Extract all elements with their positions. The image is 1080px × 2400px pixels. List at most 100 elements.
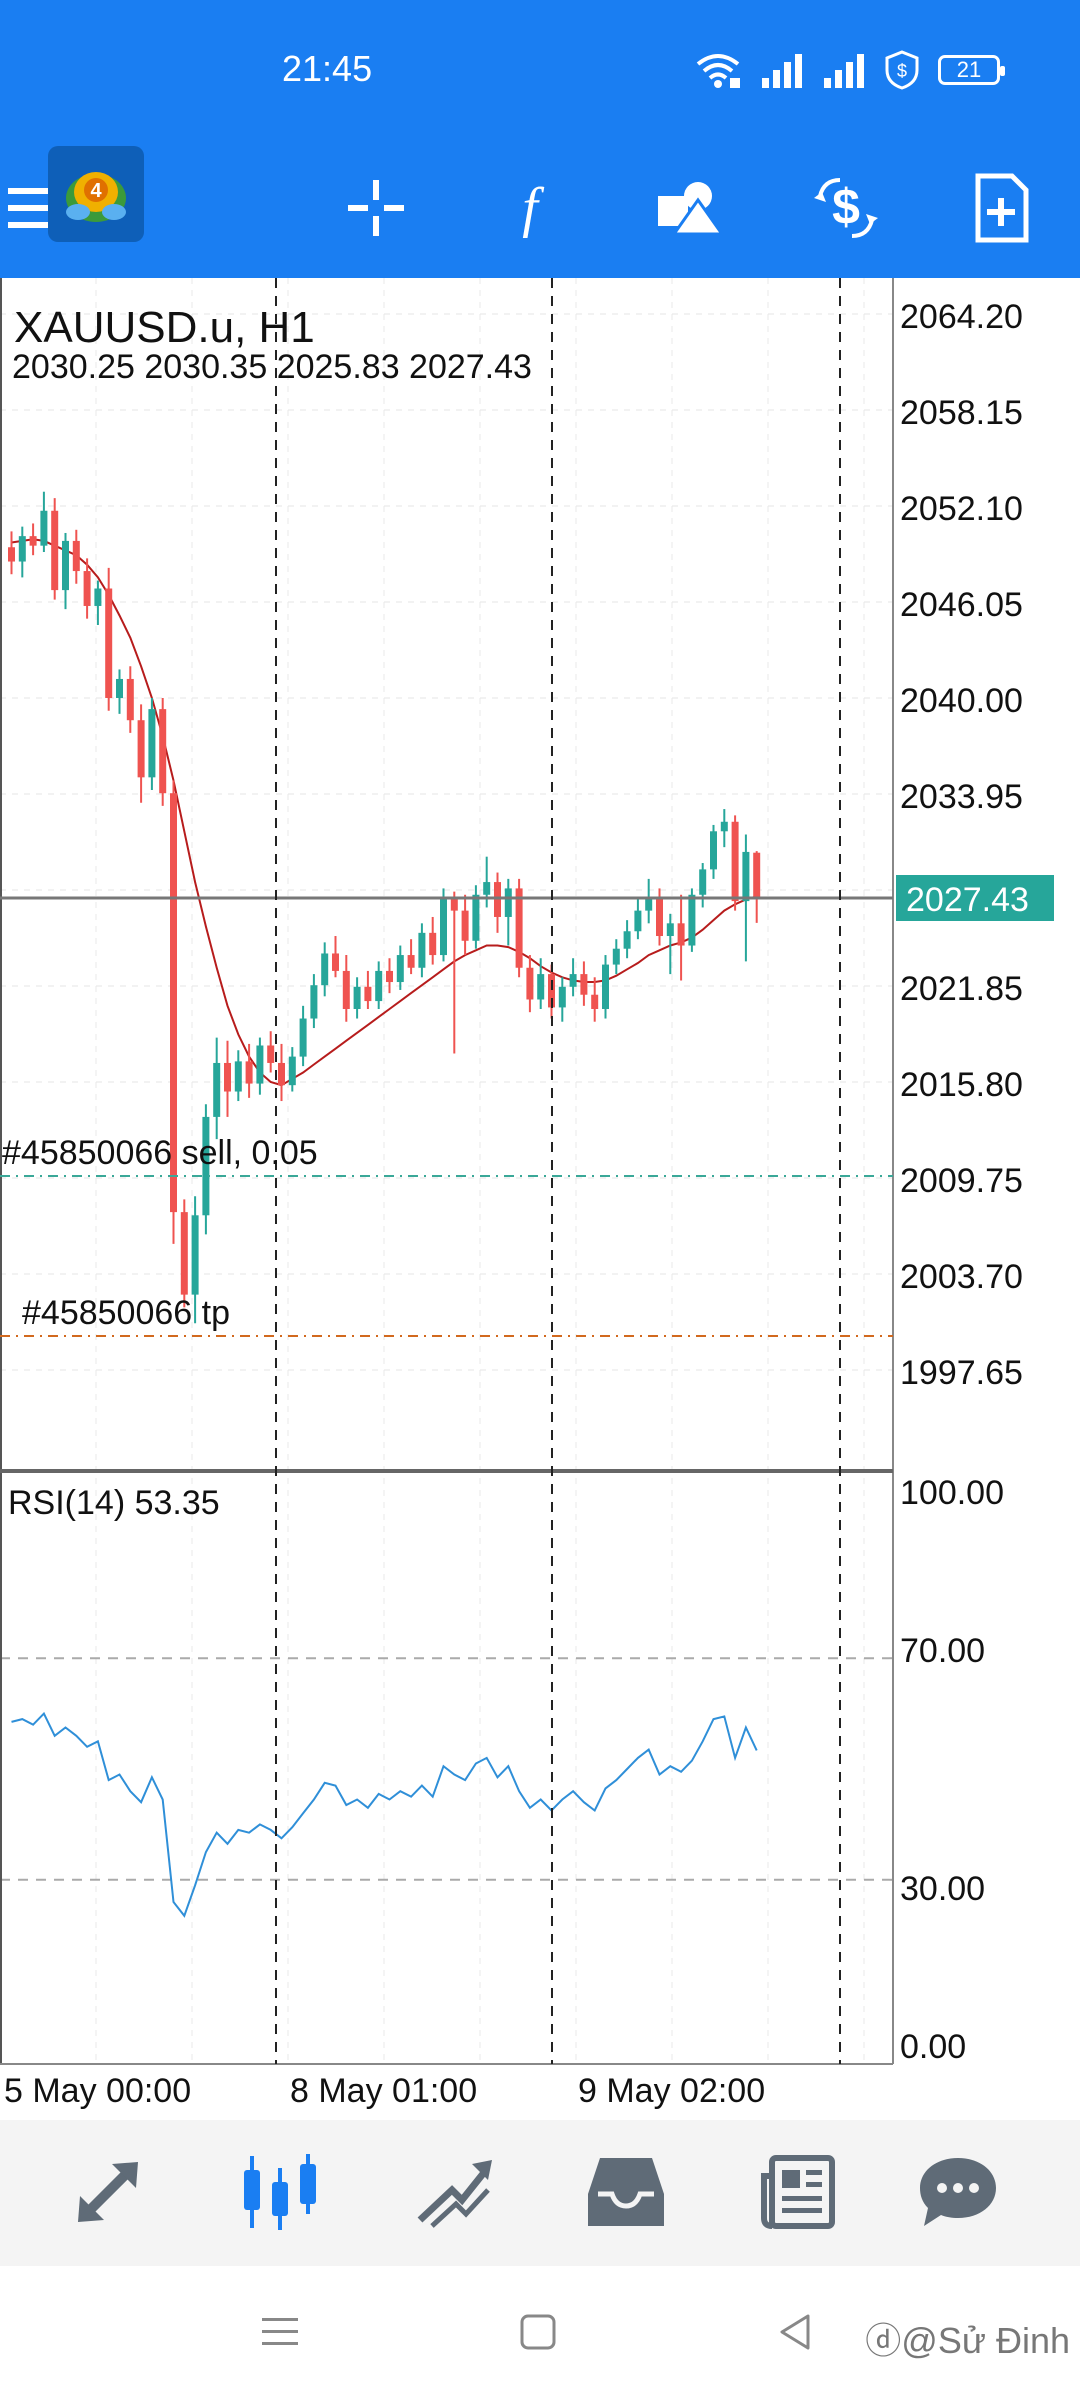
candle bbox=[126, 666, 134, 733]
candle bbox=[94, 580, 102, 626]
home-button[interactable] bbox=[508, 2302, 568, 2362]
candle bbox=[310, 974, 318, 1029]
tp-label[interactable]: #45850066 tp bbox=[22, 1294, 230, 1332]
candle bbox=[137, 704, 145, 803]
candle bbox=[450, 891, 458, 1054]
back-button[interactable] bbox=[766, 2302, 826, 2362]
indicators-button[interactable]: f bbox=[482, 160, 578, 256]
wifi-icon bbox=[696, 54, 740, 88]
objects-button[interactable] bbox=[642, 160, 738, 256]
ohlc-label: 2030.25 2030.35 2025.83 2027.43 bbox=[12, 348, 532, 386]
menu-button[interactable] bbox=[0, 160, 76, 256]
candle bbox=[224, 1040, 231, 1117]
current-price-value: 2027.43 bbox=[906, 881, 1029, 919]
candle bbox=[148, 698, 156, 791]
candle bbox=[461, 894, 469, 956]
nav-trade[interactable] bbox=[404, 2142, 504, 2242]
nav-news[interactable] bbox=[748, 2142, 848, 2242]
chat-icon bbox=[920, 2158, 996, 2226]
new-order-button[interactable] bbox=[954, 160, 1050, 256]
nav-chart[interactable] bbox=[230, 2142, 330, 2242]
recents-icon bbox=[262, 2318, 298, 2345]
candle bbox=[159, 698, 167, 806]
status-icons: $ 21 bbox=[694, 48, 1005, 92]
rsi-line bbox=[11, 1711, 758, 1918]
recents-button[interactable] bbox=[250, 2302, 310, 2362]
app-logo[interactable]: 4 bbox=[48, 146, 144, 242]
candle bbox=[234, 1050, 242, 1102]
candle bbox=[666, 913, 674, 975]
candle bbox=[105, 567, 113, 711]
crosshair-icon bbox=[348, 180, 404, 236]
trade-button[interactable]: $ bbox=[798, 160, 894, 256]
candle bbox=[548, 964, 555, 1019]
candle bbox=[396, 945, 404, 990]
candle bbox=[699, 863, 707, 908]
candle bbox=[623, 920, 631, 959]
chart-area[interactable]: XAUUSD.u, H1 2030.25 2030.35 2025.83 202… bbox=[0, 278, 1080, 2120]
rsi-tick: 0.00 bbox=[900, 2028, 966, 2066]
candle bbox=[375, 961, 383, 1010]
candle bbox=[116, 669, 123, 714]
home-icon bbox=[520, 2314, 556, 2350]
rsi-axis: 100.00 70.00 30.00 0.00 bbox=[900, 1474, 1004, 2066]
price-tick: 2046.05 bbox=[900, 586, 1023, 624]
candle bbox=[440, 888, 447, 962]
candle bbox=[180, 1199, 188, 1308]
time-label: 8 May 01:00 bbox=[290, 2072, 477, 2110]
candle bbox=[18, 526, 26, 578]
candle bbox=[62, 532, 69, 610]
current-price-badge bbox=[896, 875, 1054, 921]
candle bbox=[634, 897, 642, 940]
battery-level: 21 bbox=[956, 57, 982, 82]
watermark: ⓓ@Sử Đinh bbox=[865, 2320, 1070, 2361]
time-axis: 5 May 00:00 8 May 01:00 9 May 02:00 bbox=[4, 2072, 765, 2110]
candle bbox=[612, 939, 620, 975]
price-tick: 2040.00 bbox=[900, 682, 1023, 720]
price-tick: 2052.10 bbox=[900, 490, 1023, 528]
price-tick: 2033.95 bbox=[900, 778, 1023, 816]
candle bbox=[504, 878, 512, 946]
trade-icon: $ bbox=[814, 178, 878, 238]
back-icon bbox=[780, 2314, 810, 2350]
news-icon bbox=[761, 2155, 835, 2229]
candle bbox=[256, 1037, 264, 1095]
candle bbox=[191, 1196, 199, 1324]
system-navigation: ⓓ@Sử Đinh bbox=[0, 2266, 1080, 2400]
status-bar: 21:45 $ 21 bbox=[0, 0, 1080, 140]
candle bbox=[580, 961, 588, 1006]
nav-chat[interactable] bbox=[908, 2142, 1008, 2242]
candle bbox=[83, 558, 91, 619]
rsi-tick: 100.00 bbox=[900, 1474, 1004, 1512]
candle bbox=[472, 885, 480, 949]
candle bbox=[8, 531, 15, 575]
signal-icon bbox=[824, 54, 864, 88]
price-axis: 2064.20 2058.15 2052.10 2046.05 2040.00 … bbox=[900, 298, 1023, 1392]
crosshair-button[interactable] bbox=[328, 160, 424, 256]
price-tick: 2064.20 bbox=[900, 298, 1023, 336]
candle bbox=[40, 491, 48, 553]
price-tick: 2003.70 bbox=[900, 1258, 1023, 1296]
candle bbox=[483, 856, 491, 908]
objects-icon bbox=[658, 182, 725, 236]
candle bbox=[29, 523, 37, 556]
svg-text:$: $ bbox=[897, 61, 907, 81]
candle bbox=[407, 939, 415, 975]
order-label[interactable]: #45850066 sell, 0.05 bbox=[2, 1134, 318, 1172]
nav-history[interactable] bbox=[576, 2142, 676, 2242]
rsi-label: RSI(14) 53.35 bbox=[8, 1484, 220, 1522]
candle bbox=[515, 878, 523, 978]
candle bbox=[710, 824, 717, 879]
price-tick: 2058.15 bbox=[900, 394, 1023, 432]
candle bbox=[602, 955, 609, 1019]
candle bbox=[558, 977, 566, 1022]
candle bbox=[677, 894, 685, 981]
time-label: 5 May 00:00 bbox=[4, 2072, 191, 2110]
candle bbox=[526, 955, 534, 1013]
price-tick: 2015.80 bbox=[900, 1066, 1023, 1104]
nav-quotes[interactable] bbox=[58, 2142, 158, 2242]
moving-average-line bbox=[11, 538, 757, 1087]
price-chart-svg[interactable]: XAUUSD.u, H1 2030.25 2030.35 2025.83 202… bbox=[0, 278, 1080, 2120]
candle bbox=[321, 942, 329, 997]
svg-text:$: $ bbox=[832, 179, 860, 235]
